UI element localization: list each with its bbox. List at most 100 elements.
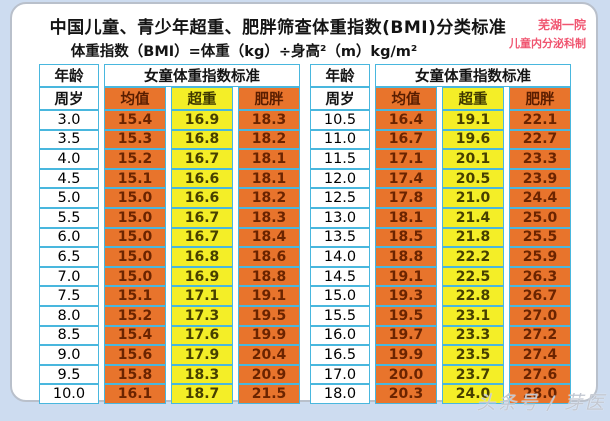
cell-over: 23.5 bbox=[442, 345, 504, 365]
table-row: 4.5 15.1 16.6 18.1 bbox=[39, 168, 300, 189]
cell-age: 8.0 bbox=[39, 305, 99, 326]
cell-over: 16.6 bbox=[171, 188, 233, 208]
cell-age: 14.5 bbox=[310, 266, 370, 287]
cell-obese: 26.7 bbox=[509, 286, 571, 306]
table-row: 5.5 15.0 16.7 18.3 bbox=[39, 207, 300, 228]
cell-age: 13.0 bbox=[310, 207, 370, 228]
cell-age: 16.0 bbox=[310, 325, 370, 346]
cell-obese: 18.4 bbox=[238, 227, 300, 248]
table-row: 16.5 19.9 23.5 27.4 bbox=[310, 345, 571, 365]
table-row: 8.5 15.4 17.6 19.9 bbox=[39, 325, 300, 346]
table-row: 18.0 20.3 24.0 28.0 bbox=[310, 384, 571, 404]
table-row: 17.0 20.0 23.7 27.6 bbox=[310, 364, 571, 385]
table-row: 14.0 18.8 22.2 25.9 bbox=[310, 247, 571, 267]
cell-over: 23.7 bbox=[442, 364, 504, 385]
table-row: 11.5 17.1 20.1 23.3 bbox=[310, 149, 571, 169]
cell-over: 18.7 bbox=[171, 384, 233, 404]
cell-over: 16.7 bbox=[171, 207, 233, 228]
cell-age: 7.0 bbox=[39, 266, 99, 287]
group-header: 女童体重指数标准 bbox=[375, 64, 571, 87]
cell-age: 18.0 bbox=[310, 384, 370, 404]
table-row: 13.0 18.1 21.4 25.0 bbox=[310, 207, 571, 228]
table-row: 13.5 18.5 21.8 25.5 bbox=[310, 227, 571, 248]
table-row: 9.5 15.8 18.3 20.9 bbox=[39, 364, 300, 385]
cell-obese: 27.2 bbox=[509, 325, 571, 346]
column-header-overweight: 超重 bbox=[442, 87, 504, 110]
cell-obese: 18.1 bbox=[238, 168, 300, 189]
watermark: 头条号 / 芽医 bbox=[476, 392, 606, 414]
cell-mean: 18.5 bbox=[375, 227, 437, 248]
cell-age: 6.5 bbox=[39, 247, 99, 267]
cell-mean: 19.3 bbox=[375, 286, 437, 306]
cell-age: 17.0 bbox=[310, 364, 370, 385]
cell-over: 16.8 bbox=[171, 129, 233, 150]
column-header-overweight: 超重 bbox=[171, 87, 233, 110]
table-row: 6.5 15.0 16.8 18.6 bbox=[39, 247, 300, 267]
table-subheader-row: 周岁 均值 超重 肥胖 bbox=[310, 87, 571, 110]
cell-mean: 15.1 bbox=[104, 168, 166, 189]
cell-obese: 21.5 bbox=[238, 384, 300, 404]
cell-obese: 25.5 bbox=[509, 227, 571, 248]
cell-mean: 15.0 bbox=[104, 188, 166, 208]
age-subheader: 周岁 bbox=[310, 87, 370, 110]
table-row: 9.0 15.6 17.9 20.4 bbox=[39, 345, 300, 365]
table-row: 7.5 15.1 17.1 19.1 bbox=[39, 286, 300, 306]
cell-mean: 19.9 bbox=[375, 345, 437, 365]
cell-mean: 15.2 bbox=[104, 149, 166, 169]
cell-over: 24.0 bbox=[442, 384, 504, 404]
cell-mean: 17.1 bbox=[375, 149, 437, 169]
cell-obese: 18.3 bbox=[238, 110, 300, 130]
hospital-credit: 芜湖一院 儿童内分泌科制 bbox=[509, 16, 586, 53]
cell-obese: 18.1 bbox=[238, 149, 300, 169]
cell-over: 23.3 bbox=[442, 325, 504, 346]
table-row: 14.5 19.1 22.5 26.3 bbox=[310, 266, 571, 287]
cell-age: 3.0 bbox=[39, 110, 99, 130]
cell-obese: 19.5 bbox=[238, 305, 300, 326]
bmi-standard-card: 中国儿童、青少年超重、肥胖筛查体重指数(BMI)分类标准 体重指数（BMI）=体… bbox=[10, 2, 598, 404]
cell-age: 12.0 bbox=[310, 168, 370, 189]
table-row: 12.5 17.8 21.0 24.4 bbox=[310, 188, 571, 208]
bmi-formula-subtitle: 体重指数（BMI）=体重（kg）÷身高²（m）kg/m² bbox=[70, 44, 418, 60]
cell-age: 12.5 bbox=[310, 188, 370, 208]
tables-container: 年龄 女童体重指数标准 周岁 均值 超重 肥胖 3.0 15.4 16.9 18.3 3… bbox=[34, 64, 576, 404]
cell-over: 16.7 bbox=[171, 227, 233, 248]
cell-mean: 17.8 bbox=[375, 188, 437, 208]
cell-over: 16.9 bbox=[171, 110, 233, 130]
cell-mean: 17.4 bbox=[375, 168, 437, 189]
cell-obese: 19.9 bbox=[238, 325, 300, 346]
cell-over: 19.1 bbox=[442, 110, 504, 130]
cell-obese: 24.4 bbox=[509, 188, 571, 208]
table-row: 10.0 16.1 18.7 21.5 bbox=[39, 384, 300, 404]
table-row: 7.0 15.0 16.9 18.8 bbox=[39, 266, 300, 287]
cell-age: 10.5 bbox=[310, 110, 370, 130]
table-header-row: 年龄 女童体重指数标准 bbox=[310, 64, 571, 87]
cell-over: 22.5 bbox=[442, 266, 504, 287]
cell-mean: 15.4 bbox=[104, 110, 166, 130]
cell-obese: 22.7 bbox=[509, 129, 571, 150]
table-row: 4.0 15.2 16.7 18.1 bbox=[39, 149, 300, 169]
cell-age: 7.5 bbox=[39, 286, 99, 306]
cell-mean: 15.2 bbox=[104, 305, 166, 326]
cell-mean: 18.8 bbox=[375, 247, 437, 267]
column-header-mean: 均值 bbox=[104, 87, 166, 110]
cell-mean: 16.1 bbox=[104, 384, 166, 404]
cell-mean: 15.1 bbox=[104, 286, 166, 306]
cell-over: 16.6 bbox=[171, 168, 233, 189]
cell-age: 16.5 bbox=[310, 345, 370, 365]
cell-obese: 28.0 bbox=[509, 384, 571, 404]
cell-obese: 18.8 bbox=[238, 266, 300, 287]
group-header: 女童体重指数标准 bbox=[104, 64, 300, 87]
cell-obese: 18.3 bbox=[238, 207, 300, 228]
table-row: 12.0 17.4 20.5 23.9 bbox=[310, 168, 571, 189]
cell-age: 5.0 bbox=[39, 188, 99, 208]
cell-mean: 19.5 bbox=[375, 305, 437, 326]
cell-over: 22.8 bbox=[442, 286, 504, 306]
cell-over: 20.1 bbox=[442, 149, 504, 169]
cell-over: 16.7 bbox=[171, 149, 233, 169]
table-row: 8.0 15.2 17.3 19.5 bbox=[39, 305, 300, 326]
cell-mean: 20.0 bbox=[375, 364, 437, 385]
cell-over: 17.1 bbox=[171, 286, 233, 306]
cell-age: 5.5 bbox=[39, 207, 99, 228]
cell-over: 19.6 bbox=[442, 129, 504, 150]
cell-mean: 15.0 bbox=[104, 266, 166, 287]
